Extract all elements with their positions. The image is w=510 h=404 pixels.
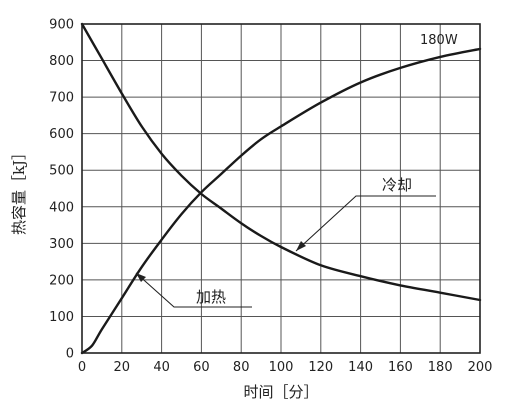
annotation-heating: 加热 <box>196 288 226 306</box>
x-tick-label: 20 <box>114 360 131 375</box>
x-axis-label: 时间［分］ <box>243 383 318 401</box>
x-tick-label: 140 <box>348 360 373 375</box>
x-tick-label: 0 <box>78 360 86 375</box>
x-tick-label: 180 <box>428 360 453 375</box>
cooling-arrowhead <box>296 241 306 251</box>
series-line-0 <box>80 47 482 355</box>
heating-arrowhead <box>136 273 146 282</box>
series-line-1 <box>80 22 482 302</box>
cooling-leader-line <box>295 195 436 252</box>
y-tick-label: 900 <box>49 18 74 33</box>
y-tick-labels: 0 100 200 300 400 500 600 700 800 900 <box>49 18 74 362</box>
grid <box>81 23 481 354</box>
y-tick-label: 400 <box>49 200 74 215</box>
x-tick-label: 100 <box>269 360 294 375</box>
y-tick-label: 0 <box>66 347 74 362</box>
curves <box>80 22 482 355</box>
x-tick-label: 80 <box>233 360 250 375</box>
x-tick-label: 40 <box>153 360 170 375</box>
y-tick-label: 100 <box>49 310 74 325</box>
y-tick-label: 800 <box>49 54 74 69</box>
annotation-cooling: 冷却 <box>382 176 412 194</box>
x-tick-label: 200 <box>468 360 493 375</box>
y-tick-label: 600 <box>49 127 74 142</box>
y-tick-label: 500 <box>49 164 74 179</box>
y-tick-label: 200 <box>49 273 74 288</box>
x-tick-label: 160 <box>388 360 413 375</box>
annotation-180w: 180W <box>420 33 458 48</box>
y-axis-label: 热容量［kJ］ <box>10 145 28 235</box>
x-tick-label: 60 <box>193 360 210 375</box>
y-tick-label: 300 <box>49 237 74 252</box>
x-tick-label: 120 <box>308 360 333 375</box>
x-tick-labels: 0 20 40 60 80 100 120 140 160 180 200 <box>78 360 493 375</box>
heating-leader-line <box>135 272 252 308</box>
plot-frame <box>81 23 481 354</box>
y-tick-label: 700 <box>49 91 74 106</box>
